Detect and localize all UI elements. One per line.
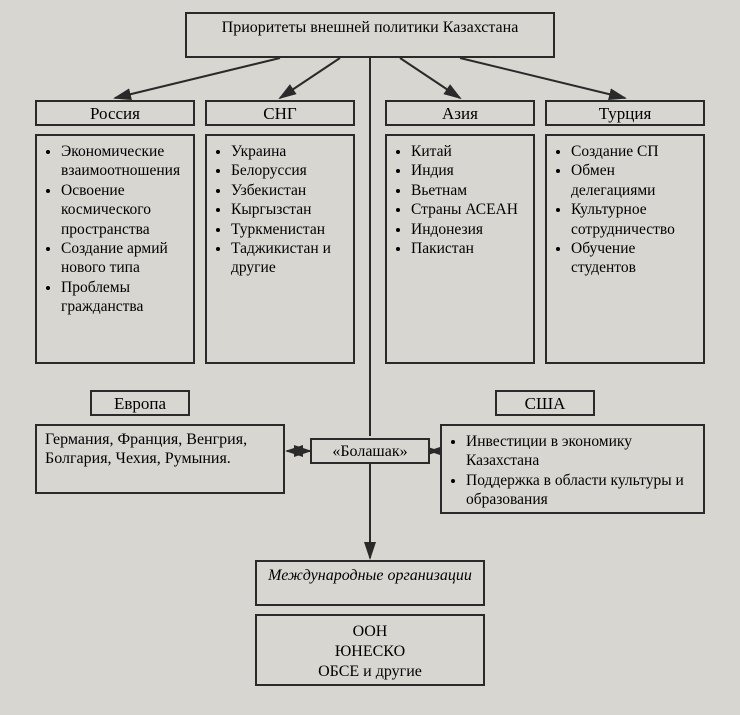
europe-header: Европа [90,390,190,416]
usa-items: Инвестиции в экономику КазахстанаПоддерж… [450,432,695,510]
list-item: Создание СП [571,142,695,161]
list-item: Поддержка в области культуры и образован… [466,471,695,510]
asia-list: КитайИндияВьетнамСтраны АСЕАНИндонезияПа… [385,134,535,364]
title-box: Приоритеты внешней политики Казахстана [185,12,555,58]
list-item: Проблемы гражданства [61,278,185,317]
usa-list: Инвестиции в экономику КазахстанаПоддерж… [440,424,705,514]
cis-items: УкраинаБелоруссияУзбекистанКыргызстанТур… [215,142,345,278]
list-item: Таджикистан и другие [231,239,345,278]
list-item: Освоение космического пространства [61,181,185,239]
turkey-header: Турция [545,100,705,126]
list-item: Страны АСЕАН [411,200,525,219]
list-item: Обучение студентов [571,239,695,278]
list-item: Обмен делегациями [571,161,695,200]
list-item: Туркменистан [231,220,345,239]
intl-content: ООН ЮНЕСКО ОБСЕ и другие [255,614,485,686]
turkey-list: Создание СПОбмен делегациямиКультурное с… [545,134,705,364]
list-item: Создание армий нового типа [61,239,185,278]
usa-header: США [495,390,595,416]
list-item: Пакистан [411,239,525,258]
list-item: Вьетнам [411,181,525,200]
russia-items: Экономические взаимоотношенияОсвоение ко… [45,142,185,316]
asia-items: КитайИндияВьетнамСтраны АСЕАНИндонезияПа… [395,142,525,258]
cis-header: СНГ [205,100,355,126]
list-item: Индонезия [411,220,525,239]
list-item: Культурное сотрудничество [571,200,695,239]
bolashak-box: «Болашак» [310,438,430,464]
list-item: Узбекистан [231,181,345,200]
europe-content: Германия, Франция, Венгрия, Болгария, Че… [35,424,285,494]
intl-header: Международные организации [255,560,485,606]
list-item: Китай [411,142,525,161]
turkey-items: Создание СПОбмен делегациямиКультурное с… [555,142,695,278]
intl-content-text: ООН ЮНЕСКО ОБСЕ и другие [318,623,422,680]
title-text: Приоритеты внешней политики Казахстана [222,19,519,36]
cis-list: УкраинаБелоруссияУзбекистанКыргызстанТур… [205,134,355,364]
asia-header: Азия [385,100,535,126]
list-item: Экономические взаимоотношения [61,142,185,181]
russia-header: Россия [35,100,195,126]
list-item: Инвестиции в экономику Казахстана [466,432,695,471]
russia-list: Экономические взаимоотношенияОсвоение ко… [35,134,195,364]
list-item: Индия [411,161,525,180]
list-item: Белоруссия [231,161,345,180]
list-item: Кыргызстан [231,200,345,219]
list-item: Украина [231,142,345,161]
